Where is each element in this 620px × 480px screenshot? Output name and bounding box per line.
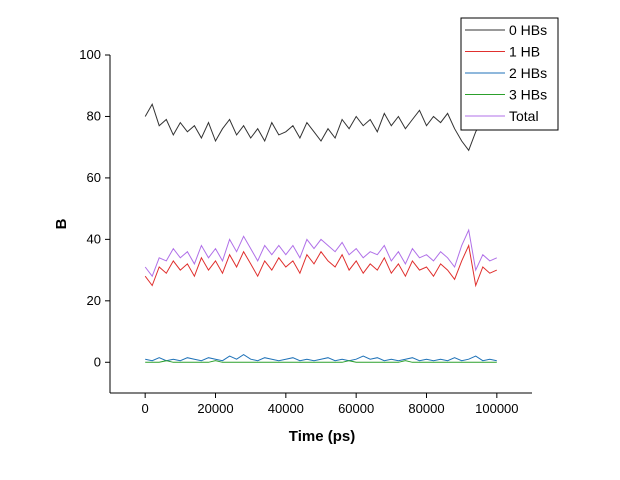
y-tick-label: 20 xyxy=(87,293,101,308)
y-tick-label: 100 xyxy=(79,47,101,62)
legend-label: 3 HBs xyxy=(509,87,547,103)
legend-label: 2 HBs xyxy=(509,65,547,81)
legend-label: 1 HB xyxy=(509,44,540,60)
series-line xyxy=(145,354,497,362)
x-tick-label: 60000 xyxy=(338,401,374,416)
series-line xyxy=(145,360,497,363)
legend-box xyxy=(460,17,559,131)
x-tick-label: 40000 xyxy=(268,401,304,416)
y-tick-label: 60 xyxy=(87,170,101,185)
x-tick-label: 20000 xyxy=(197,401,233,416)
x-tick-label: 0 xyxy=(142,401,149,416)
series-line xyxy=(144,228,498,278)
series-line xyxy=(144,102,498,152)
x-tick-label: 80000 xyxy=(408,401,444,416)
y-axis-label: B xyxy=(53,218,70,229)
y-tick-label: 80 xyxy=(87,108,101,123)
y-tick-label: 40 xyxy=(87,231,101,246)
series-line xyxy=(144,243,498,288)
y-tick-label: 0 xyxy=(94,354,101,369)
x-tick-label: 100000 xyxy=(475,401,518,416)
x-axis-label: Time (ps) xyxy=(289,428,355,445)
legend-label: Total xyxy=(509,108,539,124)
legend-label: 0 HBs xyxy=(509,22,547,38)
